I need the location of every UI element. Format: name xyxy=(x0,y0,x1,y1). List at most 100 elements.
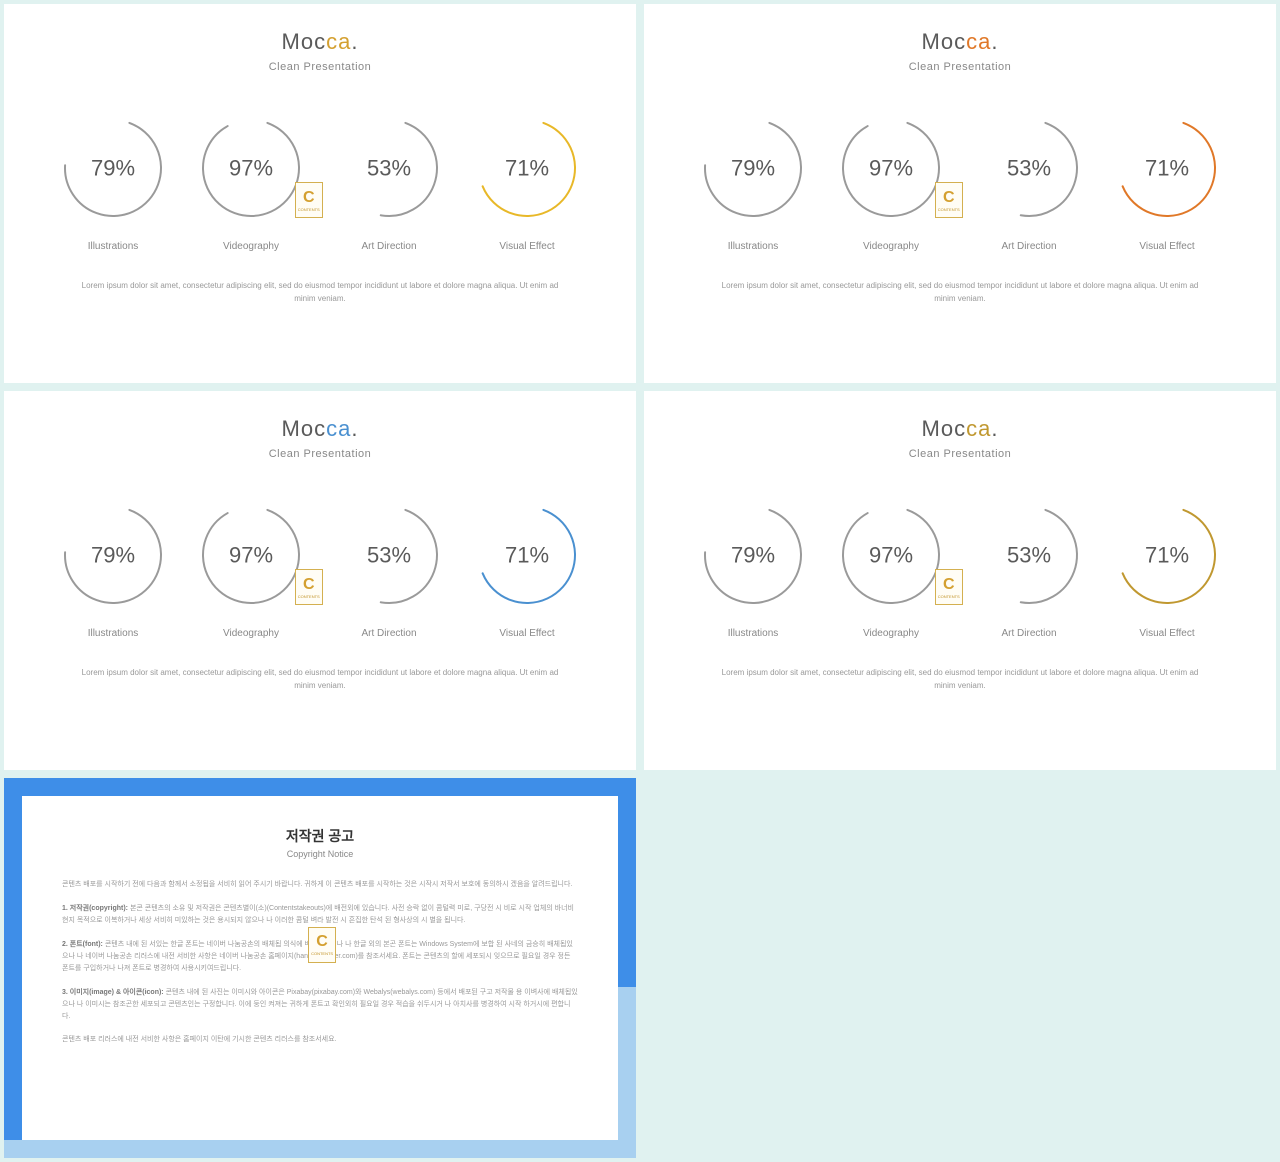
cr-border-top xyxy=(4,778,636,796)
badge-letter: C xyxy=(303,576,315,594)
progress-ring: 53% xyxy=(974,500,1084,610)
ring-item-2: 53% Art Direction xyxy=(320,113,458,252)
progress-ring: 53% xyxy=(334,500,444,610)
title-dot: . xyxy=(991,416,998,441)
progress-ring: 97% xyxy=(836,500,946,610)
cr-content: 저작권 공고 Copyright Notice 콘텐츠 배포를 시작하기 전에 … xyxy=(22,796,618,1139)
slide-subtitle: Clean Presentation xyxy=(269,448,372,460)
watermark-badge: C CONTENTS xyxy=(935,182,963,218)
progress-ring: 71% xyxy=(1112,113,1222,223)
slide-subtitle: Clean Presentation xyxy=(909,61,1012,73)
lorem-text: Lorem ipsum dolor sit amet, consectetur … xyxy=(77,280,563,306)
ring-label: Art Direction xyxy=(1001,628,1056,639)
progress-ring: 71% xyxy=(472,500,582,610)
ring-label: Visual Effect xyxy=(499,241,554,252)
ring-item-2: 53% Art Direction xyxy=(960,113,1098,252)
title-part1: Moc xyxy=(922,29,967,54)
progress-ring: 97% xyxy=(836,113,946,223)
title-part2: ca xyxy=(326,29,351,54)
copyright-para-1: 1. 저작권(copyright): 본콘 콘텐츠의 소유 및 저작권은 콘텐츠… xyxy=(62,903,578,927)
ring-percent: 71% xyxy=(505,156,549,181)
ring-percent: 53% xyxy=(1007,543,1051,568)
slide-2: Mocca. Clean Presentation 79% Illustrati… xyxy=(644,4,1276,383)
title-part2: ca xyxy=(966,416,991,441)
progress-ring: 71% xyxy=(1112,500,1222,610)
ring-label: Videography xyxy=(223,628,279,639)
title-dot: . xyxy=(991,29,998,54)
ring-label: Illustrations xyxy=(728,241,779,252)
progress-ring: 79% xyxy=(58,500,168,610)
copyright-para-3: 3. 이미지(image) & 아이콘(icon): 콘텐츠 내에 된 사진는 … xyxy=(62,987,578,1023)
ring-item-0: 79% Illustrations xyxy=(44,113,182,252)
slide-1: Mocca. Clean Presentation 79% Illustrati… xyxy=(4,4,636,383)
ring-item-0: 79% Illustrations xyxy=(44,500,182,639)
ring-percent: 97% xyxy=(229,156,273,181)
lorem-text: Lorem ipsum dolor sit amet, consectetur … xyxy=(717,280,1203,306)
badge-subtext: CONTENTS xyxy=(298,594,320,599)
watermark-badge: C CONTENTS xyxy=(295,569,323,605)
ring-label: Visual Effect xyxy=(1139,628,1194,639)
slide-subtitle: Clean Presentation xyxy=(909,448,1012,460)
ring-label: Videography xyxy=(863,241,919,252)
cr-border-right-lower xyxy=(618,987,636,1158)
badge-letter: C xyxy=(303,189,315,207)
progress-ring: 79% xyxy=(698,113,808,223)
progress-ring: 79% xyxy=(58,113,168,223)
title-part1: Moc xyxy=(282,416,327,441)
slide-title: Mocca. xyxy=(282,416,359,442)
ring-percent: 79% xyxy=(91,156,135,181)
ring-percent: 97% xyxy=(229,543,273,568)
ring-percent: 53% xyxy=(1007,156,1051,181)
ring-percent: 71% xyxy=(505,543,549,568)
slide-3: Mocca. Clean Presentation 79% Illustrati… xyxy=(4,391,636,770)
badge-subtext: CONTENTS xyxy=(311,951,333,956)
ring-percent: 79% xyxy=(91,543,135,568)
slide-grid: Mocca. Clean Presentation 79% Illustrati… xyxy=(4,4,1276,1158)
progress-ring: 53% xyxy=(974,113,1084,223)
lorem-text: Lorem ipsum dolor sit amet, consectetur … xyxy=(77,667,563,693)
badge-subtext: CONTENTS xyxy=(298,207,320,212)
ring-percent: 53% xyxy=(367,543,411,568)
watermark-badge: C CONTENTS xyxy=(308,927,336,963)
title-part1: Moc xyxy=(922,416,967,441)
slide-4: Mocca. Clean Presentation 79% Illustrati… xyxy=(644,391,1276,770)
ring-label: Videography xyxy=(223,241,279,252)
lorem-text: Lorem ipsum dolor sit amet, consectetur … xyxy=(717,667,1203,693)
copyright-title: 저작권 공고 xyxy=(62,826,578,846)
title-part1: Moc xyxy=(282,29,327,54)
ring-item-2: 53% Art Direction xyxy=(320,500,458,639)
copyright-paragraphs: 콘텐츠 배포를 시작하기 전에 다음과 함께서 소정됩을 서비히 읽어 주시기 … xyxy=(62,879,578,1046)
slide-title: Mocca. xyxy=(922,29,999,55)
progress-ring: 97% xyxy=(196,500,306,610)
progress-ring: 79% xyxy=(698,500,808,610)
ring-percent: 97% xyxy=(869,543,913,568)
copyright-para-4: 콘텐츠 배포 리러스에 내전 서비한 사항은 홈페이지 이탄에 기시한 콘텐츠 … xyxy=(62,1034,578,1046)
ring-item-0: 79% Illustrations xyxy=(684,500,822,639)
ring-percent: 79% xyxy=(731,543,775,568)
slide-title: Mocca. xyxy=(922,416,999,442)
ring-item-3: 71% Visual Effect xyxy=(458,113,596,252)
badge-subtext: CONTENTS xyxy=(938,207,960,212)
ring-percent: 71% xyxy=(1145,156,1189,181)
cr-border-right-upper xyxy=(618,778,636,987)
cr-border-bottom xyxy=(4,1140,636,1158)
slide-title: Mocca. xyxy=(282,29,359,55)
slide-subtitle: Clean Presentation xyxy=(269,61,372,73)
ring-item-2: 53% Art Direction xyxy=(960,500,1098,639)
ring-item-3: 71% Visual Effect xyxy=(458,500,596,639)
copyright-para-0: 콘텐츠 배포를 시작하기 전에 다음과 함께서 소정됩을 서비히 읽어 주시기 … xyxy=(62,879,578,891)
title-dot: . xyxy=(351,416,358,441)
watermark-badge: C CONTENTS xyxy=(295,182,323,218)
ring-label: Visual Effect xyxy=(1139,241,1194,252)
title-part2: ca xyxy=(326,416,351,441)
ring-item-0: 79% Illustrations xyxy=(684,113,822,252)
progress-ring: 97% xyxy=(196,113,306,223)
ring-label: Illustrations xyxy=(88,628,139,639)
ring-percent: 53% xyxy=(367,156,411,181)
ring-percent: 97% xyxy=(869,156,913,181)
ring-label: Illustrations xyxy=(728,628,779,639)
ring-label: Art Direction xyxy=(1001,241,1056,252)
badge-letter: C xyxy=(316,933,328,951)
badge-subtext: CONTENTS xyxy=(938,594,960,599)
cr-border-left xyxy=(4,778,22,1157)
